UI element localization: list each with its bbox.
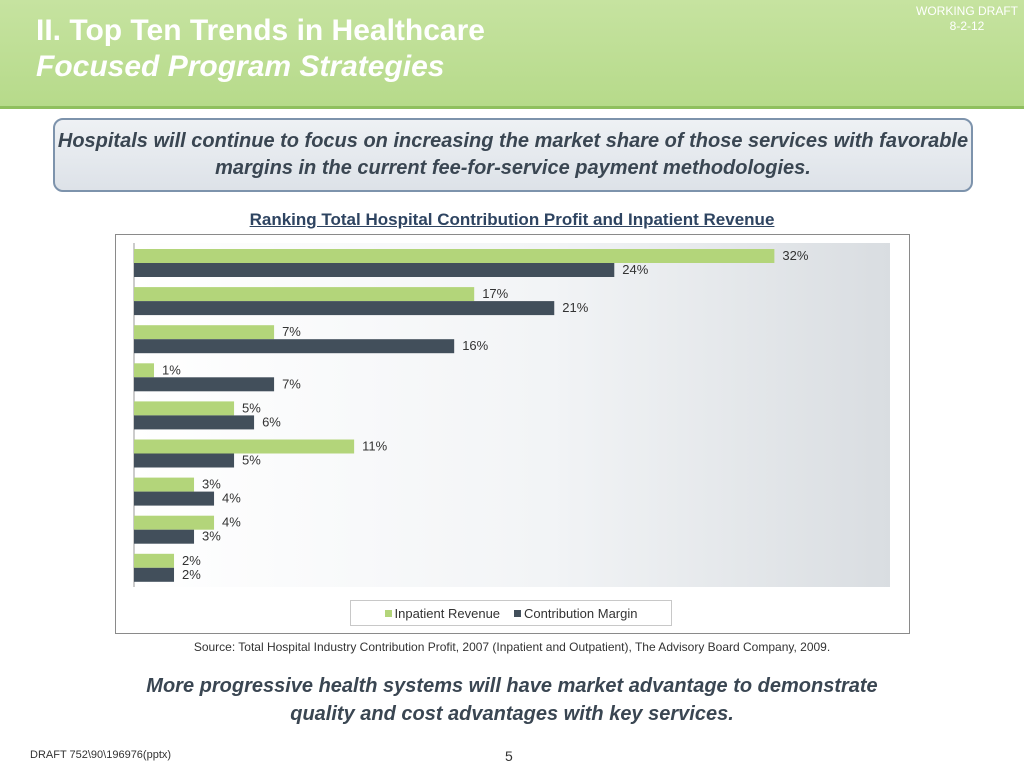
bar-contribution-2: [134, 301, 555, 316]
bar-contribution-9: [134, 567, 175, 582]
bar-inpatient-1: [134, 249, 775, 263]
draft-id: DRAFT 752\90\196976(pptx): [30, 749, 172, 761]
bar-contribution-3: [134, 339, 455, 354]
data-label-contribution-2: 21%: [562, 300, 588, 315]
source-note: Source: Total Hospital Industry Contribu…: [193, 640, 831, 654]
legend-label-contribution: Contribution Margin: [524, 605, 638, 621]
bar-inpatient-4: [134, 363, 155, 378]
page-number: 5: [505, 748, 513, 764]
data-label-contribution-8: 3%: [202, 529, 221, 544]
data-label-inpatient-1: 32%: [782, 248, 808, 263]
callout-box: Hospitals will continue to focus on incr…: [53, 118, 973, 192]
legend-item-contribution: Contribution Margin: [514, 606, 637, 621]
bar-inpatient-6: [134, 439, 355, 454]
slide-subtitle: Focused Program Strategies: [36, 50, 445, 83]
bar-contribution-8: [134, 529, 195, 544]
data-label-contribution-3: 16%: [462, 338, 488, 353]
callout-text: Hospitals will continue to focus on incr…: [57, 130, 969, 179]
data-label-contribution-4: 7%: [282, 376, 301, 391]
data-label-inpatient-8: 4%: [222, 515, 241, 530]
draft-label: WORKING DRAFT: [916, 4, 1018, 18]
bar-contribution-4: [134, 377, 275, 392]
data-label-inpatient-2: 17%: [482, 286, 508, 301]
legend-swatch-contribution: [514, 609, 522, 617]
draft-tag: WORKING DRAFT 8-2-12: [916, 4, 1018, 34]
draft-date: 8-2-12: [949, 19, 985, 33]
chart-title: Ranking Total Hospital Contribution Prof…: [249, 210, 775, 229]
header-divider: [0, 106, 1024, 109]
legend-label-inpatient: Inpatient Revenue: [394, 605, 501, 621]
legend-swatch-inpatient: [384, 609, 392, 617]
bar-inpatient-2: [134, 287, 475, 302]
bar-inpatient-7: [134, 477, 195, 492]
bar-chart: 32%24%17%21%7%16%1%7%5%6%11%5%3%4%4%3%2%…: [133, 243, 809, 587]
bar-contribution-1: [134, 263, 615, 277]
bar-inpatient-5: [134, 401, 235, 416]
data-label-contribution-6: 5%: [242, 453, 261, 468]
data-label-contribution-1: 24%: [622, 262, 648, 277]
bar-inpatient-8: [134, 515, 215, 530]
chart-legend: Inpatient Revenue Contribution Margin: [350, 600, 672, 626]
data-label-inpatient-9: 2%: [182, 553, 201, 568]
bar-contribution-6: [134, 453, 235, 468]
chart-frame: 32% 24% 17% 21% 7% 16% 1% 7% 5% 6% 11% 5% 3% 4% 4% 3% 2%…: [115, 234, 910, 634]
data-label-inpatient-4: 1%: [162, 362, 181, 377]
conclusion-text: More progressive health systems will hav…: [146, 675, 878, 725]
data-label-contribution-7: 4%: [222, 491, 241, 506]
legend-item-inpatient: Inpatient Revenue: [384, 605, 501, 621]
slide-title: II. Top Ten Trends in Healthcare: [36, 14, 485, 47]
bar-inpatient-3: [134, 325, 275, 340]
data-label-inpatient-3: 7%: [282, 324, 301, 339]
data-label-inpatient-6: 11%: [362, 439, 387, 454]
bar-contribution-7: [134, 491, 215, 506]
data-label-contribution-5: 6%: [262, 414, 281, 429]
bar-contribution-5: [134, 415, 255, 430]
data-label-inpatient-5: 5%: [242, 400, 261, 415]
header-band: [0, 0, 1024, 108]
bar-inpatient-9: [134, 553, 175, 568]
data-label-contribution-9: 2%: [182, 567, 201, 582]
data-label-inpatient-7: 3%: [202, 477, 221, 492]
